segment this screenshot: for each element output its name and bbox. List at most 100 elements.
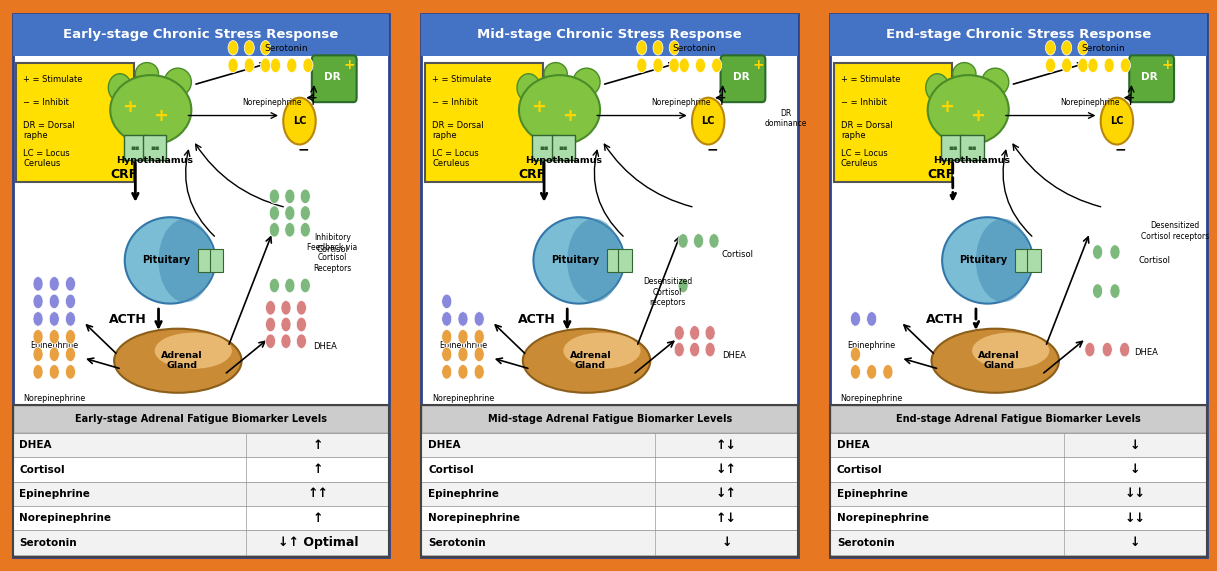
Text: ACTH: ACTH <box>108 313 146 326</box>
Text: + = Stimulate: + = Stimulate <box>23 75 83 84</box>
Text: Cortisol: Cortisol <box>722 250 753 259</box>
Circle shape <box>710 234 719 248</box>
Text: +: + <box>1161 58 1173 73</box>
Circle shape <box>1104 58 1115 73</box>
Text: DHEA: DHEA <box>722 351 746 360</box>
Circle shape <box>1078 58 1088 73</box>
Circle shape <box>245 41 254 55</box>
Text: LC = Locus
Ceruleus: LC = Locus Ceruleus <box>432 149 478 168</box>
Ellipse shape <box>114 329 241 393</box>
Circle shape <box>458 365 469 379</box>
Text: LC: LC <box>293 116 307 126</box>
Circle shape <box>270 58 281 73</box>
Text: ACTH: ACTH <box>926 313 964 326</box>
Circle shape <box>49 365 60 379</box>
Text: End-stage Adrenal Fatigue Biomarker Levels: End-stage Adrenal Fatigue Biomarker Leve… <box>896 414 1140 424</box>
Circle shape <box>1110 284 1120 298</box>
Circle shape <box>690 343 700 357</box>
Text: DR = Dorsal
raphe: DR = Dorsal raphe <box>841 120 892 140</box>
Text: Hypothalamus: Hypothalamus <box>525 156 602 164</box>
Circle shape <box>33 294 43 309</box>
Ellipse shape <box>108 74 131 102</box>
Text: Cortisol: Cortisol <box>316 245 349 254</box>
FancyBboxPatch shape <box>960 135 983 160</box>
Circle shape <box>66 347 75 361</box>
Ellipse shape <box>953 63 976 85</box>
Ellipse shape <box>518 75 600 145</box>
Circle shape <box>301 223 310 237</box>
FancyBboxPatch shape <box>830 14 1207 56</box>
Text: Cortisol: Cortisol <box>428 465 473 475</box>
Text: +: + <box>344 58 355 73</box>
Text: Mid-stage Adrenal Fatigue Biomarker Levels: Mid-stage Adrenal Fatigue Biomarker Leve… <box>488 414 731 424</box>
Text: ↓↑: ↓↑ <box>716 463 738 476</box>
Ellipse shape <box>523 329 650 393</box>
Text: DHEA: DHEA <box>1134 348 1159 357</box>
Text: ↓↓: ↓↓ <box>1125 512 1145 525</box>
Text: ▪▪: ▪▪ <box>150 145 159 151</box>
Text: Epinephrine: Epinephrine <box>428 489 499 499</box>
FancyBboxPatch shape <box>12 433 389 457</box>
Text: +: + <box>122 98 138 116</box>
Circle shape <box>269 278 280 293</box>
Circle shape <box>1100 98 1133 144</box>
Text: ↑: ↑ <box>313 439 323 452</box>
Circle shape <box>281 334 291 348</box>
Text: DHEA: DHEA <box>313 342 337 351</box>
Text: ▪▪: ▪▪ <box>130 145 140 151</box>
Circle shape <box>265 317 275 332</box>
Text: +: + <box>562 107 577 124</box>
Circle shape <box>678 278 688 293</box>
FancyBboxPatch shape <box>421 405 798 433</box>
Circle shape <box>297 300 307 315</box>
Circle shape <box>669 58 679 73</box>
FancyBboxPatch shape <box>830 457 1207 482</box>
Text: ACTH: ACTH <box>517 313 555 326</box>
Ellipse shape <box>567 219 622 302</box>
FancyBboxPatch shape <box>312 55 357 102</box>
Circle shape <box>265 334 275 348</box>
Circle shape <box>674 325 684 340</box>
FancyBboxPatch shape <box>12 530 389 554</box>
Circle shape <box>678 234 688 248</box>
Circle shape <box>303 58 313 73</box>
Circle shape <box>1121 58 1131 73</box>
Circle shape <box>285 206 295 220</box>
Text: Cortisol: Cortisol <box>19 465 66 475</box>
Circle shape <box>442 347 452 361</box>
FancyBboxPatch shape <box>1015 250 1030 272</box>
Circle shape <box>66 294 75 309</box>
Ellipse shape <box>111 75 191 145</box>
FancyBboxPatch shape <box>12 14 389 557</box>
Text: LC = Locus
Ceruleus: LC = Locus Ceruleus <box>841 149 887 168</box>
Circle shape <box>1103 343 1112 357</box>
Circle shape <box>66 329 75 344</box>
Circle shape <box>705 343 716 357</box>
FancyBboxPatch shape <box>941 135 964 160</box>
FancyBboxPatch shape <box>198 250 212 272</box>
Text: ▪▪: ▪▪ <box>948 145 958 151</box>
Text: Cortisol: Cortisol <box>1138 256 1171 265</box>
Text: ↓↑: ↓↑ <box>716 488 738 500</box>
Circle shape <box>228 58 239 73</box>
Circle shape <box>458 329 469 344</box>
Circle shape <box>654 58 663 73</box>
Text: Serotonin: Serotonin <box>428 537 486 548</box>
Circle shape <box>1045 41 1055 55</box>
FancyBboxPatch shape <box>124 135 147 160</box>
Circle shape <box>269 189 280 204</box>
Circle shape <box>269 223 280 237</box>
Circle shape <box>33 276 43 291</box>
Circle shape <box>1061 58 1072 73</box>
Circle shape <box>1078 41 1088 55</box>
Ellipse shape <box>135 63 158 85</box>
FancyBboxPatch shape <box>606 250 621 272</box>
Text: ↑: ↑ <box>313 463 323 476</box>
FancyBboxPatch shape <box>825 7 1211 564</box>
Text: DHEA: DHEA <box>837 440 869 451</box>
Text: Norepinephrine: Norepinephrine <box>23 394 85 403</box>
Circle shape <box>705 325 716 340</box>
FancyBboxPatch shape <box>421 530 798 554</box>
Circle shape <box>297 334 307 348</box>
Text: +: + <box>940 98 954 116</box>
